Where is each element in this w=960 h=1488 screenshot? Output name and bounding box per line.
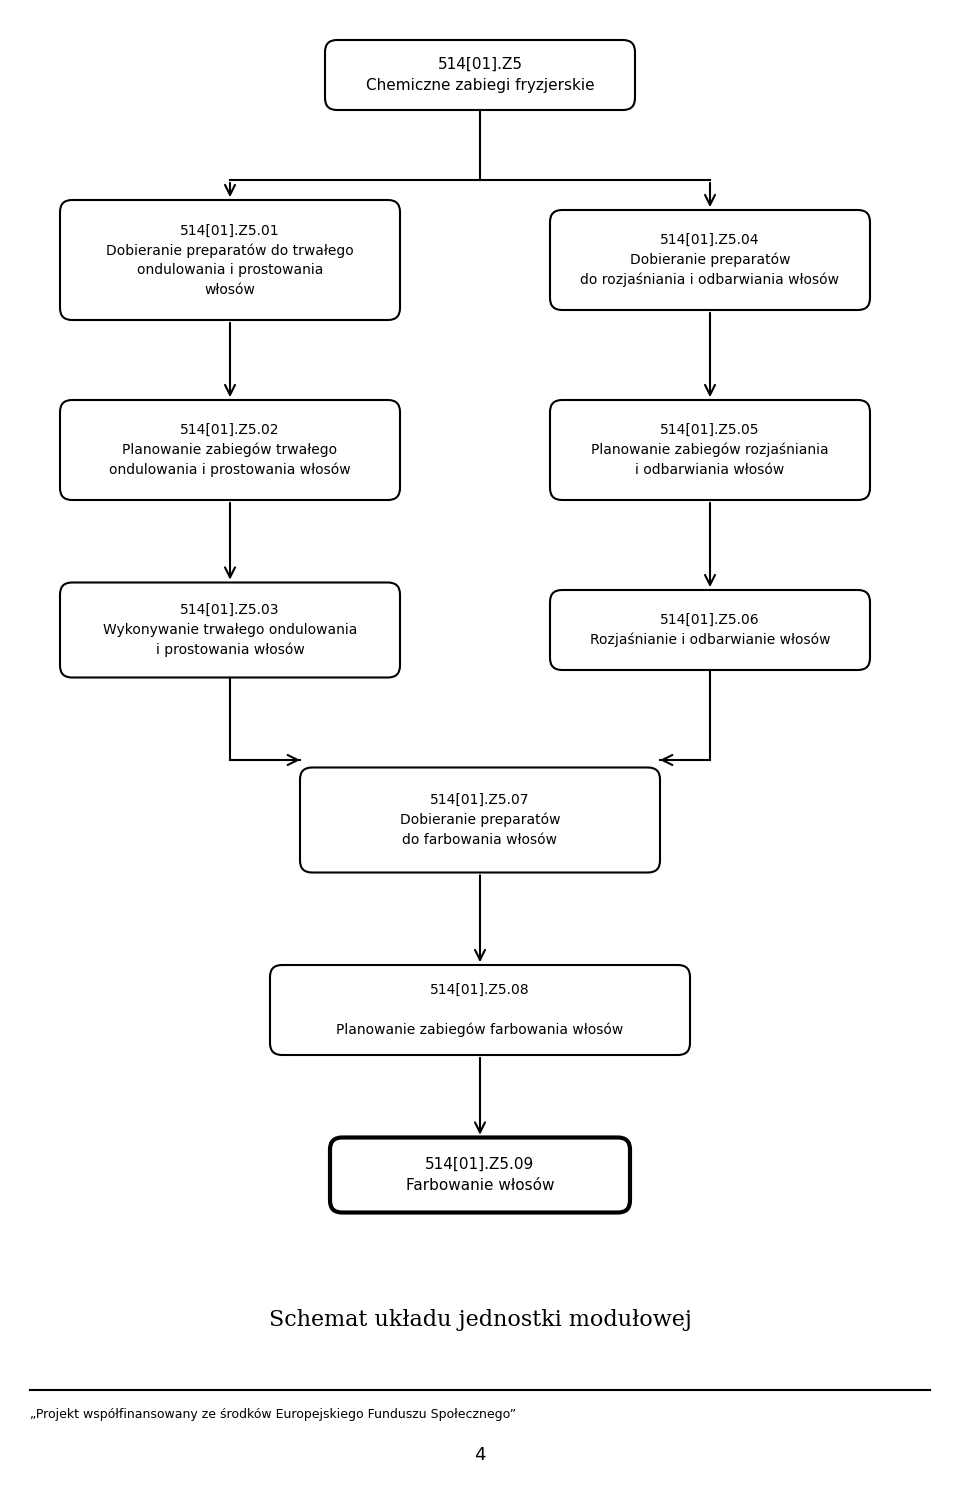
Text: 514[01].Z5.02
Planowanie zabiegów trwałego
ondulowania i prostowania włosów: 514[01].Z5.02 Planowanie zabiegów trwałe… xyxy=(109,423,350,478)
FancyBboxPatch shape xyxy=(270,966,690,1055)
Text: 514[01].Z5.06
Rozjaśnianie i odbarwianie włosów: 514[01].Z5.06 Rozjaśnianie i odbarwianie… xyxy=(589,613,830,647)
FancyBboxPatch shape xyxy=(330,1137,630,1213)
Text: 514[01].Z5.08

Planowanie zabiegów farbowania włosów: 514[01].Z5.08 Planowanie zabiegów farbow… xyxy=(336,984,624,1037)
FancyBboxPatch shape xyxy=(60,582,400,677)
FancyBboxPatch shape xyxy=(60,400,400,500)
Text: 4: 4 xyxy=(474,1446,486,1464)
Text: 514[01].Z5.09
Farbowanie włosów: 514[01].Z5.09 Farbowanie włosów xyxy=(406,1158,554,1193)
Text: 514[01].Z5.03
Wykonywanie trwałego ondulowania
i prostowania włosów: 514[01].Z5.03 Wykonywanie trwałego ondul… xyxy=(103,603,357,656)
Text: 514[01].Z5.05
Planowanie zabiegów rozjaśniania
i odbarwiania włosów: 514[01].Z5.05 Planowanie zabiegów rozjaś… xyxy=(591,423,828,476)
FancyBboxPatch shape xyxy=(325,40,635,110)
Text: 514[01].Z5
Chemiczne zabiegi fryzjerskie: 514[01].Z5 Chemiczne zabiegi fryzjerskie xyxy=(366,57,594,92)
Text: „Projekt współfinansowany ze środków Europejskiego Funduszu Społecznego”: „Projekt współfinansowany ze środków Eur… xyxy=(30,1408,516,1421)
FancyBboxPatch shape xyxy=(550,591,870,670)
FancyBboxPatch shape xyxy=(300,768,660,872)
Text: 514[01].Z5.01
Dobieranie preparatów do trwałego
ondulowania i prostowania
włosów: 514[01].Z5.01 Dobieranie preparatów do t… xyxy=(107,223,354,296)
Text: 514[01].Z5.04
Dobieranie preparatów
do rozjaśniania i odbarwiania włosów: 514[01].Z5.04 Dobieranie preparatów do r… xyxy=(581,232,839,287)
FancyBboxPatch shape xyxy=(550,400,870,500)
FancyBboxPatch shape xyxy=(60,199,400,320)
FancyBboxPatch shape xyxy=(550,210,870,310)
Text: 514[01].Z5.07
Dobieranie preparatów
do farbowania włosów: 514[01].Z5.07 Dobieranie preparatów do f… xyxy=(399,793,561,847)
Text: Schemat układu jednostki modułowej: Schemat układu jednostki modułowej xyxy=(269,1309,691,1330)
